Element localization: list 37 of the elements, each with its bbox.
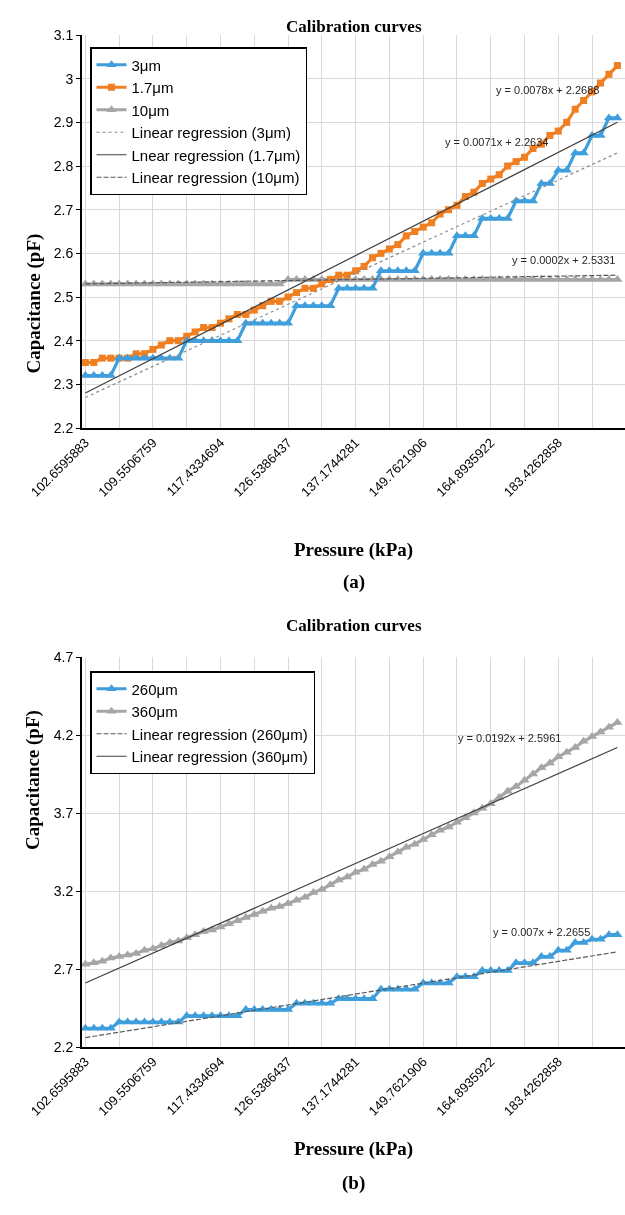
annotation: y = 0.0192x + 2.5961 [458,732,562,744]
chart-title: Calibration curves [286,616,422,635]
y-tick-label: 3.7 [53,804,74,821]
x-axis-title: Pressure (kPa) [294,1138,414,1160]
legend-label: 1.7μm [131,79,174,97]
legend-label: Linear regression (3μm) [131,124,292,142]
legend-label: 260μm [131,680,178,698]
annotation: y = 0.007x + 2.2655 [493,926,591,938]
chart-title: Calibration curves [286,17,422,36]
y-tick-label: 3.2 [53,882,74,899]
legend-label: Linear regression (360μm) [131,748,308,766]
legend-label: 10μm [131,101,170,119]
y-tick-label: 2.7 [53,960,74,977]
y-tick-label: 4.7 [53,648,74,665]
legend-label: 3μm [131,56,161,74]
y-tick-label: 3.1 [53,26,74,43]
y-tick-label: 4.2 [53,726,74,743]
y-axis-title: Capacitance (pF) [22,233,45,374]
legend-label: Lnear regression (1.7μm) [131,146,301,164]
y-tick-label: 2.7 [53,201,74,218]
text: (b) [342,1172,366,1194]
y-tick-label: 2.5 [53,288,74,305]
y-tick-label: 2.9 [53,114,74,131]
y-tick-label: 3 [65,70,74,87]
annotation: y = 0.0002x + 2.5331 [512,254,616,266]
y-tick-label: 2.6 [53,245,74,262]
x-axis-title: Pressure (kPa) [294,539,414,561]
legend-label: Linear regression (260μm) [131,725,308,743]
legend-label: Linear regression (10μm) [131,169,300,187]
y-tick-label: 2.8 [53,157,74,174]
text: (a) [343,571,366,593]
y-tick-label: 2.3 [53,376,74,393]
y-tick-label: 2.2 [53,1038,74,1055]
legend-label: 360μm [131,703,178,721]
y-tick-label: 2.2 [53,419,74,436]
y-tick-label: 2.4 [53,332,74,349]
y-axis-title: Capacitance (pF) [22,710,44,850]
